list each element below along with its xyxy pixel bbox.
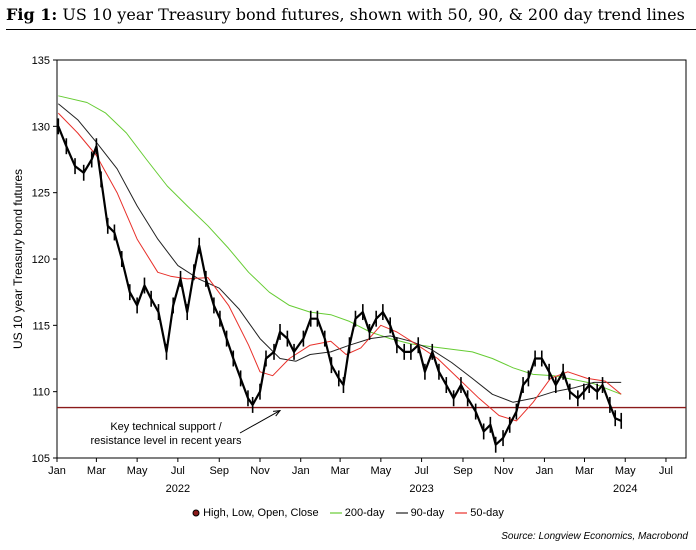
legend-item-ma200: 200-day <box>329 507 385 519</box>
x-tick-label: Jul <box>659 465 673 477</box>
figure-title: Fig 1: US 10 year Treasury bond futures,… <box>6 4 696 26</box>
x-year-label: 2022 <box>166 483 190 495</box>
chart-legend: High, Low, Open, Close 200-day 90-day 50… <box>0 507 696 519</box>
annotation-line-1: Key technical support / <box>110 421 222 433</box>
y-tick-label: 120 <box>32 254 50 266</box>
legend-label-ma200: 200-day <box>344 507 385 519</box>
y-tick-label: 105 <box>32 453 50 465</box>
figure-label: Fig 1: <box>6 5 58 24</box>
plot-frame <box>56 59 687 459</box>
x-tick-label: Jan <box>536 465 554 477</box>
x-tick-label: Mar <box>331 465 350 477</box>
annotation-arrowhead <box>273 409 282 417</box>
annotation-line-2: resistance level in recent years <box>90 435 242 447</box>
y-tick-label: 115 <box>32 320 50 332</box>
x-tick-label: Jan <box>292 465 310 477</box>
x-tick-label: Jul <box>415 465 429 477</box>
y-tick-label: 135 <box>32 55 50 67</box>
x-tick-label: Mar <box>87 465 106 477</box>
y-tick-label: 130 <box>32 121 50 133</box>
legend-label-ma90: 90-day <box>410 507 445 519</box>
annotation-arrow <box>239 410 281 434</box>
x-tick-label: May <box>127 465 148 477</box>
x-tick-label: Sep <box>209 465 229 477</box>
legend-label-price: High, Low, Open, Close <box>203 507 319 519</box>
x-tick-label: May <box>370 465 391 477</box>
x-tick-label: Jul <box>171 465 185 477</box>
y-axis-label: US 10 year Treasury bond futures <box>11 169 25 349</box>
x-tick-label: Nov <box>494 465 514 477</box>
series-200-day <box>58 95 622 395</box>
x-tick-label: Sep <box>453 465 473 477</box>
x-tick-label: Mar <box>575 465 594 477</box>
y-tick-label: 125 <box>32 188 50 200</box>
legend-item-price: High, Low, Open, Close <box>192 507 319 519</box>
x-year-label: 2024 <box>613 483 637 495</box>
figure-title-text: US 10 year Treasury bond futures, shown … <box>62 5 685 24</box>
legend-item-ma90: 90-day <box>395 507 445 519</box>
title-rule <box>6 29 696 30</box>
x-tick-label: May <box>615 465 636 477</box>
y-tick-label: 110 <box>32 387 50 399</box>
x-tick-label: Nov <box>250 465 270 477</box>
legend-label-ma50: 50-day <box>470 507 504 519</box>
treasury-futures-chart: 105 110 115 120 125 130 135 Jan Mar May Jul Sep Nov J… <box>11 55 687 495</box>
legend-item-ma50: 50-day <box>455 507 504 519</box>
series-50-day <box>57 112 622 422</box>
x-tick-label: Jan <box>48 465 66 477</box>
x-year-label: 2023 <box>409 483 433 495</box>
source-note: Source: Longview Economics, Macrobond <box>501 531 688 542</box>
